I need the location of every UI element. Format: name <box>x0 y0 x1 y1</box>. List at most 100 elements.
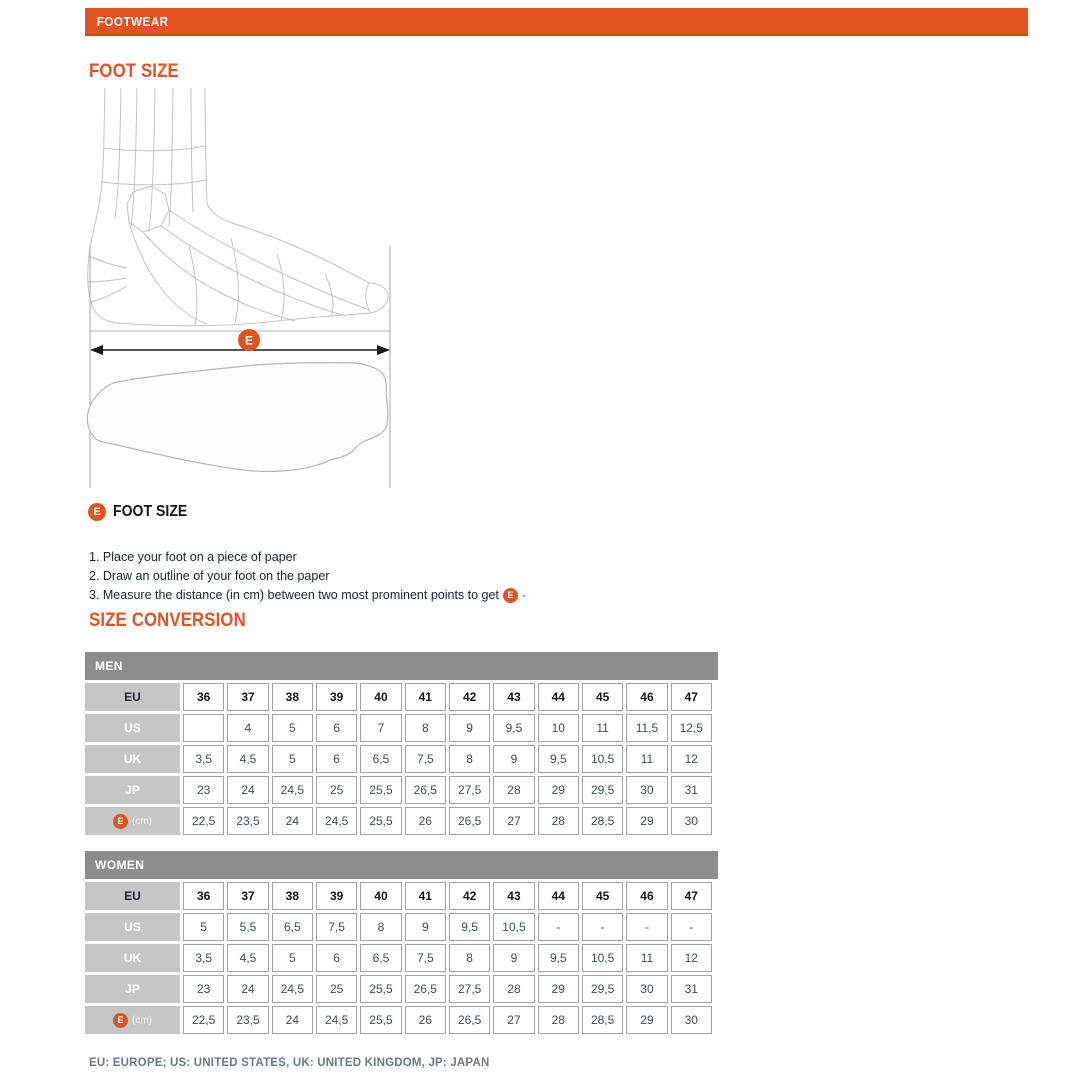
size-cell: 27,5 <box>448 776 491 804</box>
size-cell: 8 <box>448 944 491 972</box>
measurement-instructions: 1. Place your foot on a piece of paper 2… <box>89 548 526 605</box>
size-cell: 8 <box>404 714 446 742</box>
size-cell: 45 <box>581 882 624 910</box>
table-row: US 4 5 6 7 8 9 9,5 10 11 11,5 12,5 <box>85 714 712 742</box>
size-cell: 29 <box>537 776 579 804</box>
e-measure-badge: E <box>113 1012 128 1028</box>
size-cell: 7,5 <box>404 745 446 773</box>
size-cell: 25,5 <box>360 1006 402 1034</box>
foot-wireframe-diagram: E <box>86 87 391 488</box>
table-title-men: MEN <box>85 652 718 680</box>
row-label-e: E (cm) <box>85 1006 180 1034</box>
table-row: JP 23 24 24,5 25 25,5 26,5 27,5 28 29 29,5 30 31 <box>85 975 712 1003</box>
size-cell: 24,5 <box>271 776 313 804</box>
size-cell: 6,5 <box>360 944 402 972</box>
e-measure-badge: E <box>113 813 128 829</box>
instruction-suffix: · <box>521 588 526 602</box>
size-cell: 29,5 <box>581 975 624 1003</box>
size-cell: 47 <box>670 882 712 910</box>
size-cell: 4,5 <box>227 745 269 773</box>
instruction-step-3: 3. Measure the distance (in cm) between … <box>89 588 499 602</box>
e-measure-badge: E <box>88 503 106 521</box>
size-cell: 25 <box>315 975 358 1003</box>
size-cell: 11 <box>626 745 668 773</box>
table-row: US 5 5,5 6,5 7,5 8 9 9,5 10,5- - - - <box>85 913 712 941</box>
size-cell: 26,5 <box>448 1006 491 1034</box>
size-cell: 38 <box>271 882 313 910</box>
size-cell: 23 <box>183 975 225 1003</box>
size-cell: 24 <box>227 975 269 1003</box>
size-cell: 28,5 <box>581 807 624 835</box>
instruction-step-1: 1. Place your foot on a piece of paper <box>89 550 297 564</box>
size-cell: 10 <box>537 714 579 742</box>
size-cell: 10,5 <box>581 745 624 773</box>
row-label-eu: EU <box>85 683 180 711</box>
size-cell: 41 <box>404 882 446 910</box>
size-cell: 23 <box>183 776 225 804</box>
row-label-e: E (cm) <box>85 807 180 835</box>
size-cell: 40 <box>360 683 402 711</box>
size-cell: 5 <box>271 714 313 742</box>
size-cell: - <box>581 913 624 941</box>
size-cell: 39 <box>315 882 358 910</box>
size-cell: 37 <box>227 683 269 711</box>
size-cell: 42 <box>448 683 491 711</box>
size-cell: - <box>670 913 712 941</box>
size-conversion-heading: SIZE CONVERSION <box>89 610 246 631</box>
table-row: UK 3,5 4,5 5 6 6,5 7,5 8 9 9,5 10,5 11 12 <box>85 745 712 773</box>
size-cell: 9,5 <box>493 714 535 742</box>
e-measure-badge <box>238 329 260 351</box>
size-cell: 38 <box>271 683 313 711</box>
size-cell: 45 <box>581 683 624 711</box>
e-measure-badge-letter: E <box>245 334 253 348</box>
foot-size-caption-text: FOOT SIZE <box>113 503 188 520</box>
instruction-step: 3. Measure the distance (in cm) between … <box>89 586 526 605</box>
unit-label: (cm) <box>132 815 152 827</box>
size-cell: 29 <box>626 1006 668 1034</box>
size-cell: 9,5 <box>537 944 579 972</box>
row-label-eu: EU <box>85 882 180 910</box>
size-cell: 26,5 <box>404 776 446 804</box>
size-cell: 22,5 <box>183 1006 225 1034</box>
foot-size-heading: FOOT SIZE <box>89 61 179 82</box>
size-cell: 7,5 <box>315 913 358 941</box>
size-cell: 31 <box>670 776 712 804</box>
size-cell: 11 <box>581 714 624 742</box>
size-cell: 30 <box>626 975 668 1003</box>
size-cell: 12 <box>670 944 712 972</box>
size-cell: 11 <box>626 944 668 972</box>
size-cell: 23,5 <box>227 807 269 835</box>
size-cell: 9 <box>493 745 535 773</box>
size-cell: 25 <box>315 776 358 804</box>
size-cell: 27 <box>493 1006 535 1034</box>
size-cell: 37 <box>227 882 269 910</box>
instruction-step-2: 2. Draw an outline of your foot on the p… <box>89 569 330 583</box>
e-measure-badge: E <box>502 588 518 603</box>
size-cell: 7 <box>360 714 402 742</box>
size-cell: 5,5 <box>227 913 269 941</box>
size-cell: 30 <box>670 1006 712 1034</box>
size-table-men: MEN EU 36 37 38 39 40 41 42 43 44 45 46 47 US 4 5 6 7 8 9 9,5… <box>85 652 718 838</box>
size-cell: 9,5 <box>537 745 579 773</box>
size-cell: 40 <box>360 882 402 910</box>
unit-label: (cm) <box>132 1014 152 1026</box>
row-label-us: US <box>85 913 180 941</box>
size-cell: 9 <box>404 913 446 941</box>
size-cell: 4,5 <box>227 944 269 972</box>
size-cell: 4 <box>227 714 269 742</box>
size-cell: 24 <box>271 807 313 835</box>
size-cell <box>183 714 225 742</box>
size-cell: 27,5 <box>448 975 491 1003</box>
row-label-jp: JP <box>85 975 180 1003</box>
size-cell: - <box>537 913 579 941</box>
size-cell: 24 <box>271 1006 313 1034</box>
size-cell: 12 <box>670 745 712 773</box>
size-cell: 36 <box>183 882 225 910</box>
size-cell: 11,5 <box>626 714 668 742</box>
table-row: JP 23 24 24,5 25 25,5 26,5 27,5 28 29 29,5 30 31 <box>85 776 712 804</box>
instruction-step: 2. Draw an outline of your foot on the p… <box>89 567 526 586</box>
size-cell: 7,5 <box>404 944 446 972</box>
footprint-outline <box>86 362 389 473</box>
table-row: EU 36 37 38 39 40 41 42 43 44 45 46 47 <box>85 683 712 711</box>
table-row: E (cm) 22,5 23,5 24 24,5 25,5 26 26,5 27 28 28,5 29 3… <box>85 1006 712 1034</box>
